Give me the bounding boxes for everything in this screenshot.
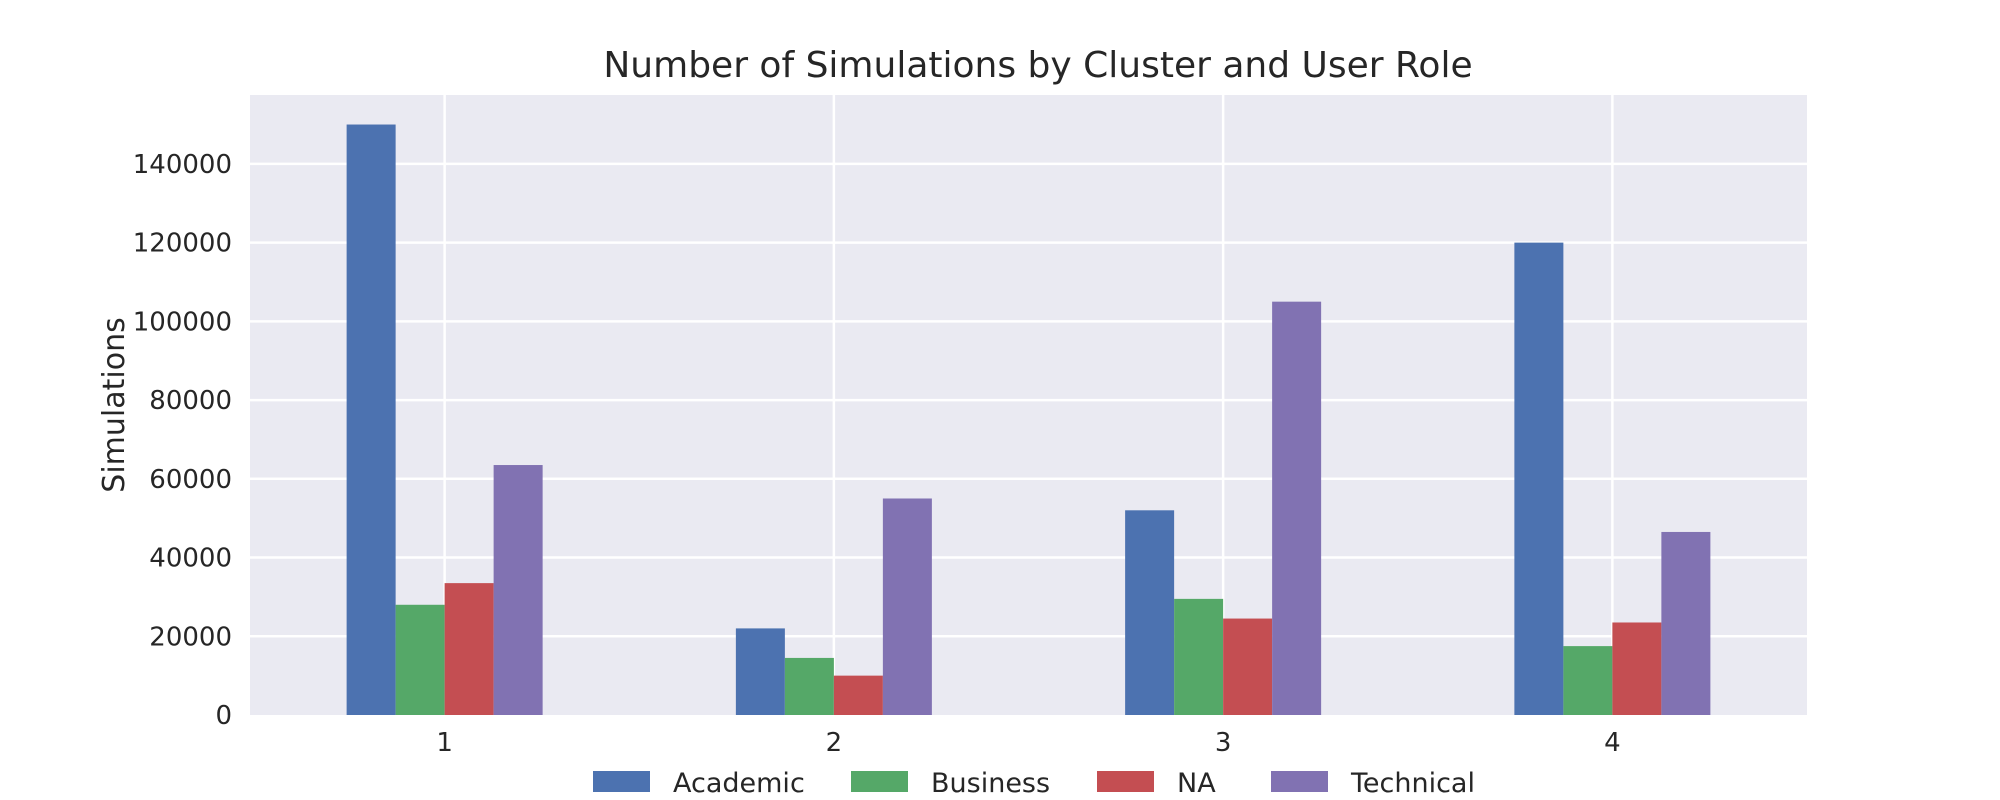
legend-label: Technical bbox=[1350, 768, 1475, 799]
bar-na-cluster-3 bbox=[1223, 618, 1273, 715]
bar-academic-cluster-2 bbox=[735, 628, 785, 715]
legend-item-business: Business bbox=[851, 768, 1050, 799]
y-tick-label: 100000 bbox=[133, 307, 232, 337]
y-axis-ticks: 0 20000 40000 60000 80000 100000 120000 140000 bbox=[133, 150, 232, 731]
bar-technical-cluster-2 bbox=[882, 498, 932, 715]
legend-label: NA bbox=[1177, 768, 1216, 799]
y-tick-label: 0 bbox=[215, 701, 232, 731]
bar-business-cluster-2 bbox=[784, 657, 834, 715]
bar-na-cluster-1 bbox=[444, 583, 494, 715]
bar-academic-cluster-3 bbox=[1125, 510, 1175, 715]
legend-swatch bbox=[851, 771, 908, 792]
bar-technical-cluster-3 bbox=[1272, 301, 1322, 715]
bar-business-cluster-3 bbox=[1174, 598, 1224, 715]
legend-label: Academic bbox=[673, 768, 805, 799]
chart-title: Number of Simulations by Cluster and Use… bbox=[603, 45, 1472, 86]
y-tick-label: 40000 bbox=[149, 544, 232, 574]
legend: Academic Business NA Technical bbox=[593, 768, 1475, 799]
y-tick-label: 20000 bbox=[149, 622, 232, 652]
bar-technical-cluster-4 bbox=[1661, 531, 1711, 715]
bar-business-cluster-4 bbox=[1563, 646, 1613, 715]
bar-business-cluster-1 bbox=[395, 604, 445, 715]
bar-academic-cluster-1 bbox=[346, 124, 396, 716]
legend-item-technical: Technical bbox=[1271, 768, 1475, 799]
legend-item-academic: Academic bbox=[593, 768, 805, 799]
x-tick-label: 3 bbox=[1215, 728, 1232, 758]
bar-academic-cluster-4 bbox=[1514, 242, 1564, 715]
bar-technical-cluster-1 bbox=[493, 465, 543, 715]
y-tick-label: 140000 bbox=[133, 150, 232, 180]
x-tick-label: 2 bbox=[826, 728, 843, 758]
x-tick-label: 4 bbox=[1604, 728, 1621, 758]
y-tick-label: 60000 bbox=[149, 465, 232, 495]
y-axis-label: Simulations bbox=[97, 317, 132, 492]
legend-swatch bbox=[593, 771, 650, 792]
y-tick-label: 120000 bbox=[133, 229, 232, 259]
bar-na-cluster-4 bbox=[1612, 622, 1662, 715]
x-tick-label: 1 bbox=[436, 728, 453, 758]
x-axis-ticks: 1 2 3 4 bbox=[436, 728, 1620, 758]
legend-swatch bbox=[1271, 771, 1328, 792]
y-tick-label: 80000 bbox=[149, 386, 232, 416]
legend-swatch bbox=[1097, 771, 1154, 792]
legend-label: Business bbox=[931, 768, 1050, 799]
legend-item-na: NA bbox=[1097, 768, 1216, 799]
bars bbox=[346, 124, 1711, 716]
bar-na-cluster-2 bbox=[833, 675, 883, 715]
